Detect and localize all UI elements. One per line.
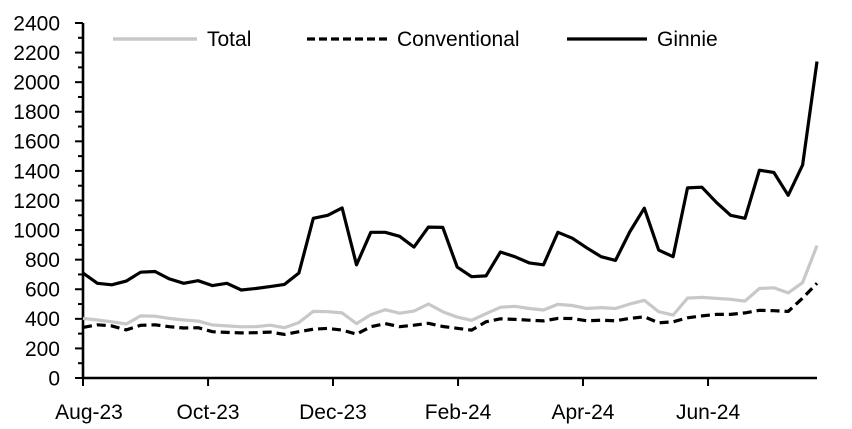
- y-tick-label: 1000: [13, 219, 60, 242]
- series-line-conventional: [82, 282, 819, 336]
- y-tick-label: 2200: [13, 42, 60, 65]
- series-line-total: [82, 245, 819, 330]
- axes-layer: 0 200 400 600 800 1000 1200 1400 1600 1800 2000 220…: [13, 12, 817, 424]
- y-tick-label: 1800: [13, 101, 60, 124]
- x-tick-label: Apr-24: [551, 401, 614, 424]
- y-tick-label: 1200: [13, 190, 60, 213]
- y-tick-label: 2400: [13, 12, 60, 35]
- x-tick-label: Dec-23: [299, 401, 367, 424]
- y-tick-label: 0: [48, 367, 60, 390]
- x-tick-label: Feb-24: [425, 401, 492, 424]
- legend-label-total: Total: [207, 28, 251, 51]
- y-tick-label: 800: [25, 249, 60, 272]
- y-tick-label: 400: [25, 308, 60, 331]
- legend-label-ginnie: Ginnie: [657, 28, 718, 51]
- legend: Total Conventional Ginnie: [113, 28, 718, 51]
- x-tick-label: Oct-23: [177, 401, 240, 424]
- legend-label-conventional: Conventional: [397, 28, 520, 51]
- series-line-ginnie: [82, 61, 819, 292]
- series-layer: [82, 61, 819, 336]
- y-tick-label: 600: [25, 279, 60, 302]
- y-tick-label: 1400: [13, 160, 60, 183]
- x-tick-label: Jun-24: [676, 401, 741, 424]
- y-tick-label: 1600: [13, 131, 60, 154]
- y-tick-label: 2000: [13, 72, 60, 95]
- x-tick-label: Aug-23: [55, 401, 123, 424]
- y-tick-label: 200: [25, 338, 60, 361]
